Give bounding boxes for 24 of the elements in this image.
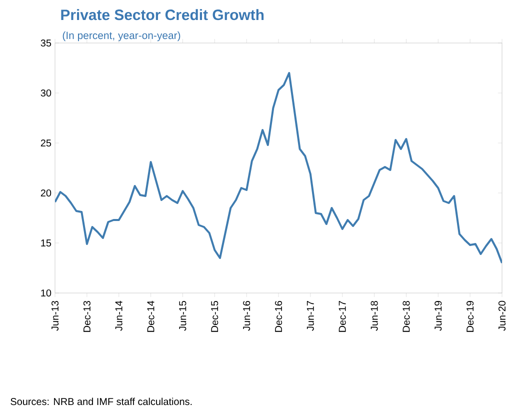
x-tick-label: Dec-18 <box>402 300 410 332</box>
y-tick-label: 30 <box>40 89 52 97</box>
x-tick-label: Jun-19 <box>434 300 442 331</box>
x-tick-label: Dec-15 <box>211 300 218 332</box>
x-tick-label: Dec-16 <box>274 300 282 332</box>
x-tick-label: Jun-17 <box>306 301 314 331</box>
x-tick-label: Dec-19 <box>466 300 474 332</box>
chart-subtitle: (In percent, year-on-year) <box>62 31 180 42</box>
x-tick-label: Jun-20 <box>498 300 506 331</box>
x-tick-label: Jun-14 <box>115 300 122 331</box>
chart-title: Private Sector Credit Growth <box>61 9 264 20</box>
x-tick-label: Dec-13 <box>83 300 90 332</box>
x-tick-label: Dec-17 <box>338 301 346 332</box>
x-tick-label: Jun-16 <box>243 300 250 331</box>
y-tick-label: 20 <box>40 189 52 197</box>
y-tick-label: 35 <box>40 39 52 47</box>
x-tick-label: Jun-13 <box>51 300 59 331</box>
x-tick-label: Jun-18 <box>370 300 378 331</box>
y-tick-label: 15 <box>41 240 52 246</box>
x-tick-label: Dec-14 <box>147 300 154 332</box>
y-tick-label: 25 <box>40 139 52 147</box>
source-note: Sources: NRB and IMF staff calculations. <box>10 398 192 406</box>
x-tick-label: Jun-15 <box>179 300 186 331</box>
y-tick-label: 10 <box>41 289 52 297</box>
